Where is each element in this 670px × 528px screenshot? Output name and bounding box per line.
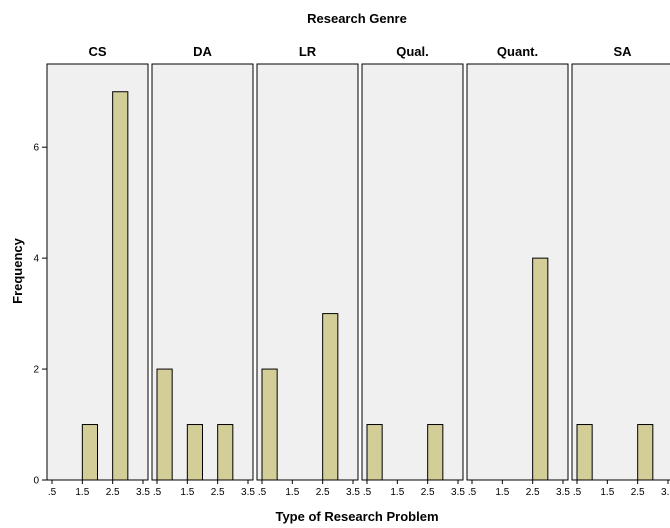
histogram-bar (81, 424, 99, 481)
chart-title: Research Genre (307, 11, 407, 26)
histogram-bar (532, 257, 549, 481)
y-tick-label: 2 (33, 365, 39, 376)
x-tick-label: .5 (48, 487, 57, 498)
facet-panel: SA .5 1.5 2.5 3.5 (571, 44, 670, 498)
histogram-bar (217, 424, 234, 481)
facet-label: CS (88, 44, 106, 59)
histogram-bar (576, 424, 593, 481)
x-tick-label: 1.5 (390, 487, 404, 498)
facet-panel: DA .5 1.5 2.5 3.5 (151, 44, 255, 498)
x-tick-label: 3.5 (346, 487, 360, 498)
histogram-bar (186, 424, 203, 481)
histogram-bar (637, 424, 654, 481)
facet-label: Qual. (396, 44, 429, 59)
x-tick-label: 2.5 (316, 487, 330, 498)
y-tick-label: 0 (33, 476, 39, 487)
x-tick-label: 3.5 (451, 487, 465, 498)
x-tick-label: 1.5 (600, 487, 614, 498)
panel-background (466, 63, 569, 481)
x-tick-label: 3.5 (556, 487, 570, 498)
panel-background (571, 63, 670, 481)
x-tick-label: 3.5 (136, 487, 150, 498)
x-tick-label: 1.5 (75, 487, 89, 498)
facet-label: LR (299, 44, 317, 59)
facet-panel: CS .5 1.5 2.5 3.5 (46, 44, 150, 498)
histogram-bar (322, 313, 339, 481)
facet-label: DA (193, 44, 212, 59)
facet-panel: Quant. .5 1.5 2.5 3.5 (466, 44, 570, 498)
x-tick-label: 1.5 (285, 487, 299, 498)
facet-label: SA (613, 44, 632, 59)
x-tick-label: 2.5 (526, 487, 540, 498)
x-tick-label: 2.5 (211, 487, 225, 498)
histogram-bar (261, 368, 278, 481)
x-tick-label: 2.5 (631, 487, 645, 498)
x-axis-title: Type of Research Problem (275, 509, 438, 524)
x-tick-label: 2.5 (106, 487, 120, 498)
y-tick-label: 6 (33, 143, 39, 154)
x-tick-label: .5 (153, 487, 162, 498)
x-tick-label: .5 (468, 487, 477, 498)
x-tick-label: .5 (258, 487, 267, 498)
facet-panels: CS.5 1.5 2.5 3.5DA.5 1.5 2.5 3.5LR.5 1.5 2.5 3.5Q… (46, 44, 670, 498)
x-tick-label: .5 (363, 487, 372, 498)
x-tick-label: .5 (573, 487, 582, 498)
y-tick-label: 4 (33, 254, 39, 265)
x-tick-label: 3.5 (241, 487, 255, 498)
x-tick-label: 1.5 (180, 487, 194, 498)
panel-background (46, 63, 149, 481)
histogram-bar (112, 91, 129, 481)
facet-panel: Qual. .5 1.5 2.5 3.5 (361, 44, 465, 498)
x-tick-label: 3.5 (661, 487, 670, 498)
facet-label: Quant. (497, 44, 538, 59)
histogram-bar (427, 424, 444, 481)
facet-panel: LR .5 1.5 2.5 3.5 (256, 44, 360, 498)
histogram-bar (156, 368, 173, 481)
x-tick-label: 1.5 (495, 487, 509, 498)
y-axis-title: Frequency (10, 237, 25, 304)
y-axis: 0 2 4 6 (33, 143, 47, 487)
histogram-bar (366, 424, 383, 481)
panel-background (361, 63, 464, 481)
x-tick-label: 2.5 (421, 487, 435, 498)
